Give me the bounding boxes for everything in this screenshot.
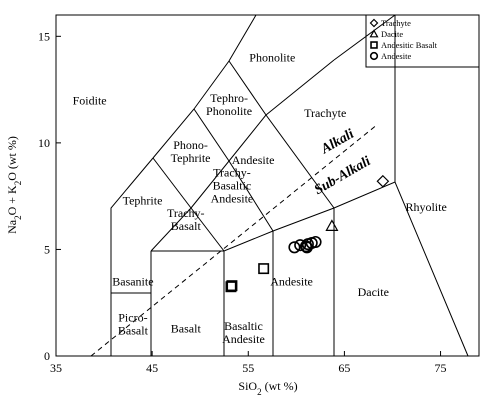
x-tick-label: 45 [146, 361, 158, 375]
legend-marker-trachyte [369, 18, 379, 28]
field-label-basalt: Basalt [171, 321, 202, 335]
x-tick-label: 65 [338, 361, 350, 375]
field-label-foidite: Foidite [73, 93, 107, 107]
point-andesite [294, 239, 307, 252]
point-andesite [288, 241, 301, 254]
boundary-basalt-top [151, 181, 469, 357]
alkali-subalkali-divider [90, 123, 379, 357]
point-andesitic-basalt [258, 263, 270, 275]
point-andesite [300, 241, 313, 254]
legend-marker-dacite [369, 29, 379, 38]
y-tick-label: 10 [38, 136, 50, 150]
field-label-trachy-basalt: Trachy-Basalt [167, 206, 205, 233]
plot-frame [55, 14, 480, 357]
plot-area: 35 45 55 65 75 0 5 10 15 Foidite Phonolite Tephro… [38, 14, 480, 375]
boundary-tephrite-top [152, 157, 192, 209]
y-axis: 0 5 10 15 [38, 29, 61, 363]
y-tick-label: 0 [44, 349, 50, 363]
data-points [225, 174, 390, 293]
legend-box [365, 14, 480, 68]
series-label-sub-alkali: Sub-Alkali [312, 154, 373, 198]
boundary-phonolite-trachyte [265, 59, 335, 116]
field-label-phono-tephrite: Phono-Tephrite [171, 138, 211, 165]
x-tick-label: 55 [242, 361, 254, 375]
field-label-picro-basalt: Picro-Basalt [118, 311, 149, 338]
field-label-dacite: Dacite [358, 285, 389, 299]
x-tick-label: 35 [50, 361, 62, 375]
field-label-basaltic-andesite: Basaltic Andesite [222, 319, 265, 346]
boundary-trachyte-top [333, 14, 396, 61]
y-tick-label: 5 [44, 242, 50, 256]
boundary-tephrophonolite-bottom [193, 108, 230, 162]
series-label-alkali: Alkali [318, 127, 357, 158]
x-axis-title: SiO2 (wt %) [238, 379, 297, 397]
field-label-tephro-phonolite: Tephro-Phonolite [206, 91, 252, 118]
point-andesite [299, 240, 312, 253]
x-axis: 35 45 55 65 75 [50, 351, 447, 375]
field-label-rhyolite: Rhyolite [405, 200, 446, 214]
x-tick-label: 75 [435, 361, 447, 375]
point-andesitic-basalt [226, 280, 238, 292]
boundary-trachyandesite [265, 114, 335, 209]
field-labels: Foidite Phonolite Tephro-Phonolite Trachyte… [73, 51, 447, 346]
boundary-upper-left [152, 14, 257, 159]
field-label-andesite-lower: Andesite [270, 274, 313, 288]
legend-marker-andesitic-basalt [370, 41, 378, 49]
legend-label-andesite: Andesite [381, 51, 411, 61]
point-andesite [309, 235, 322, 249]
field-label-trachyte: Trachyte [304, 106, 346, 120]
point-dacite [325, 219, 339, 231]
field-boundaries [90, 14, 469, 357]
legend-label-dacite: Dacite [381, 29, 403, 39]
field-label-phonolite: Phonolite [249, 51, 295, 65]
boundary-basanite-tephrite-left [110, 157, 154, 293]
y-axis-title: Na2O + K2O (wt %) [5, 136, 23, 234]
field-label-andesite-upper: Andesite [232, 153, 275, 167]
legend-label-andesitic-basalt: Andesitic Basalt [381, 40, 438, 50]
y-tick-label: 15 [38, 29, 50, 43]
field-label-tephrite: Tephrite [123, 193, 163, 207]
legend-marker-andesite [369, 51, 379, 61]
field-label-trachy-basaltic-andesite: Trachy-Basaltic Andesite [211, 166, 254, 206]
point-andesitic-basalt [225, 281, 237, 293]
field-label-basanite: Basanite [112, 274, 153, 288]
point-trachyte [376, 174, 390, 188]
legend-label-trachyte: Trachyte [381, 18, 411, 28]
